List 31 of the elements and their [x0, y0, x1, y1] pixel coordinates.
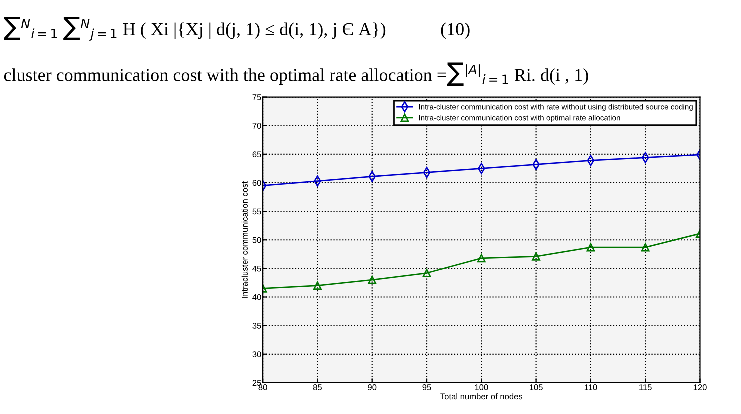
point	[422, 269, 432, 278]
point	[314, 282, 322, 290]
x-axis-title: Total number of nodes	[440, 393, 523, 400]
point	[641, 243, 650, 252]
y-tick-label: 40	[252, 294, 262, 300]
y-tick-label: 25	[252, 380, 262, 386]
x-tick-label: 120	[694, 384, 707, 390]
point	[532, 252, 540, 261]
y-axis-title: Intracluster communication cost	[242, 182, 248, 298]
y-tick-label: 50	[252, 237, 262, 244]
y-tick-label: 65	[252, 152, 262, 158]
x-tick-label: 85	[313, 384, 322, 390]
x-tick-label: 80	[258, 384, 268, 390]
y-tick-label: 35	[252, 323, 262, 329]
x-tick-label: 110	[584, 384, 598, 390]
y-tick-label: 70	[252, 123, 262, 129]
x-tick-label: 95	[422, 384, 432, 390]
point	[477, 254, 486, 263]
y-tick-label: 30	[252, 352, 262, 358]
x-tick-label: 115	[640, 384, 652, 390]
point	[368, 276, 377, 284]
x-tick-label: 90	[368, 384, 377, 390]
y-tick-label: 45	[252, 266, 262, 272]
y-tick-label: 75	[252, 94, 262, 100]
text: ∑$^{N}$$_{i=1}$ ∑$^{N}$$_{j=1}$ H ( Xi |{Xj | d(j, 1) ≤ d(i, 1), j Є A}) (10)	[4, 16, 470, 41]
x-tick-label: 100	[475, 384, 488, 390]
text: cluster communication cost with the optimal rate allocation =∑$^{|A|}$$_{i=1}$ Ri. d(i , 1)	[4, 62, 588, 86]
y-tick-label: 60	[252, 180, 262, 186]
point	[586, 243, 596, 252]
y-tick-label: 55	[252, 208, 262, 215]
x-tick-label: 105	[530, 384, 543, 390]
